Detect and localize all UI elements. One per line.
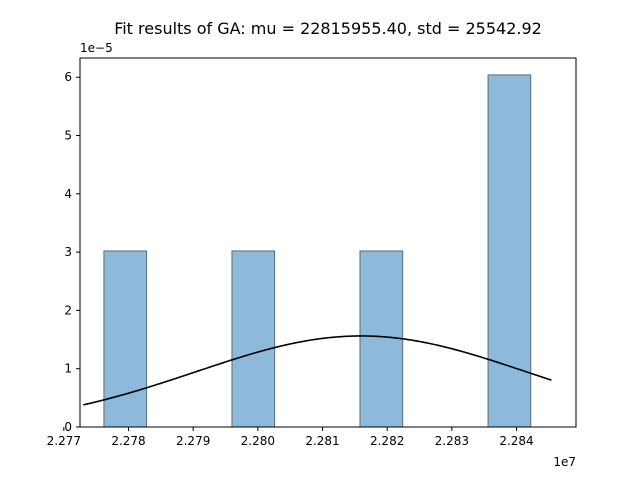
y-tick-label: 4 bbox=[64, 187, 72, 201]
y-axis-multiplier: 1e−5 bbox=[80, 41, 113, 55]
x-tick-label: 2.279 bbox=[176, 434, 210, 448]
y-tick-label: 6 bbox=[64, 70, 72, 84]
y-tick-label: 3 bbox=[64, 245, 72, 259]
plot-frame bbox=[79, 57, 577, 428]
histogram-bar-0 bbox=[103, 250, 148, 428]
x-tick-label: 2.281 bbox=[305, 434, 339, 448]
histogram-bar-3 bbox=[231, 250, 276, 428]
y-tick-label: 5 bbox=[64, 129, 72, 143]
x-tick-label: 2.282 bbox=[370, 434, 404, 448]
chart-title: Fit results of GA: mu = 22815955.40, std… bbox=[114, 19, 542, 38]
x-axis-multiplier: 1e7 bbox=[553, 455, 576, 469]
y-tick-label: 2 bbox=[64, 303, 72, 317]
histogram-bar-6 bbox=[359, 250, 404, 428]
y-tick-label: 0 bbox=[64, 420, 72, 434]
x-tick-label: 2.277 bbox=[47, 434, 81, 448]
histogram-bar-9 bbox=[487, 74, 532, 428]
fit-curve-layer bbox=[83, 335, 552, 406]
x-tick-label: 2.283 bbox=[435, 434, 469, 448]
y-tick-label: 1 bbox=[64, 362, 72, 376]
x-tick-label: 2.284 bbox=[499, 434, 533, 448]
y-axis-ticks: 0 1 2 3 4 5 6 bbox=[64, 70, 80, 434]
x-tick-label: 2.280 bbox=[241, 434, 275, 448]
bars-layer bbox=[103, 74, 532, 428]
x-axis-ticks: 2.277 2.278 2.279 2.280 2.281 2.282 2.283 2.284 bbox=[47, 427, 534, 448]
fit-curve-line bbox=[83, 335, 552, 406]
x-tick-label: 2.278 bbox=[111, 434, 145, 448]
